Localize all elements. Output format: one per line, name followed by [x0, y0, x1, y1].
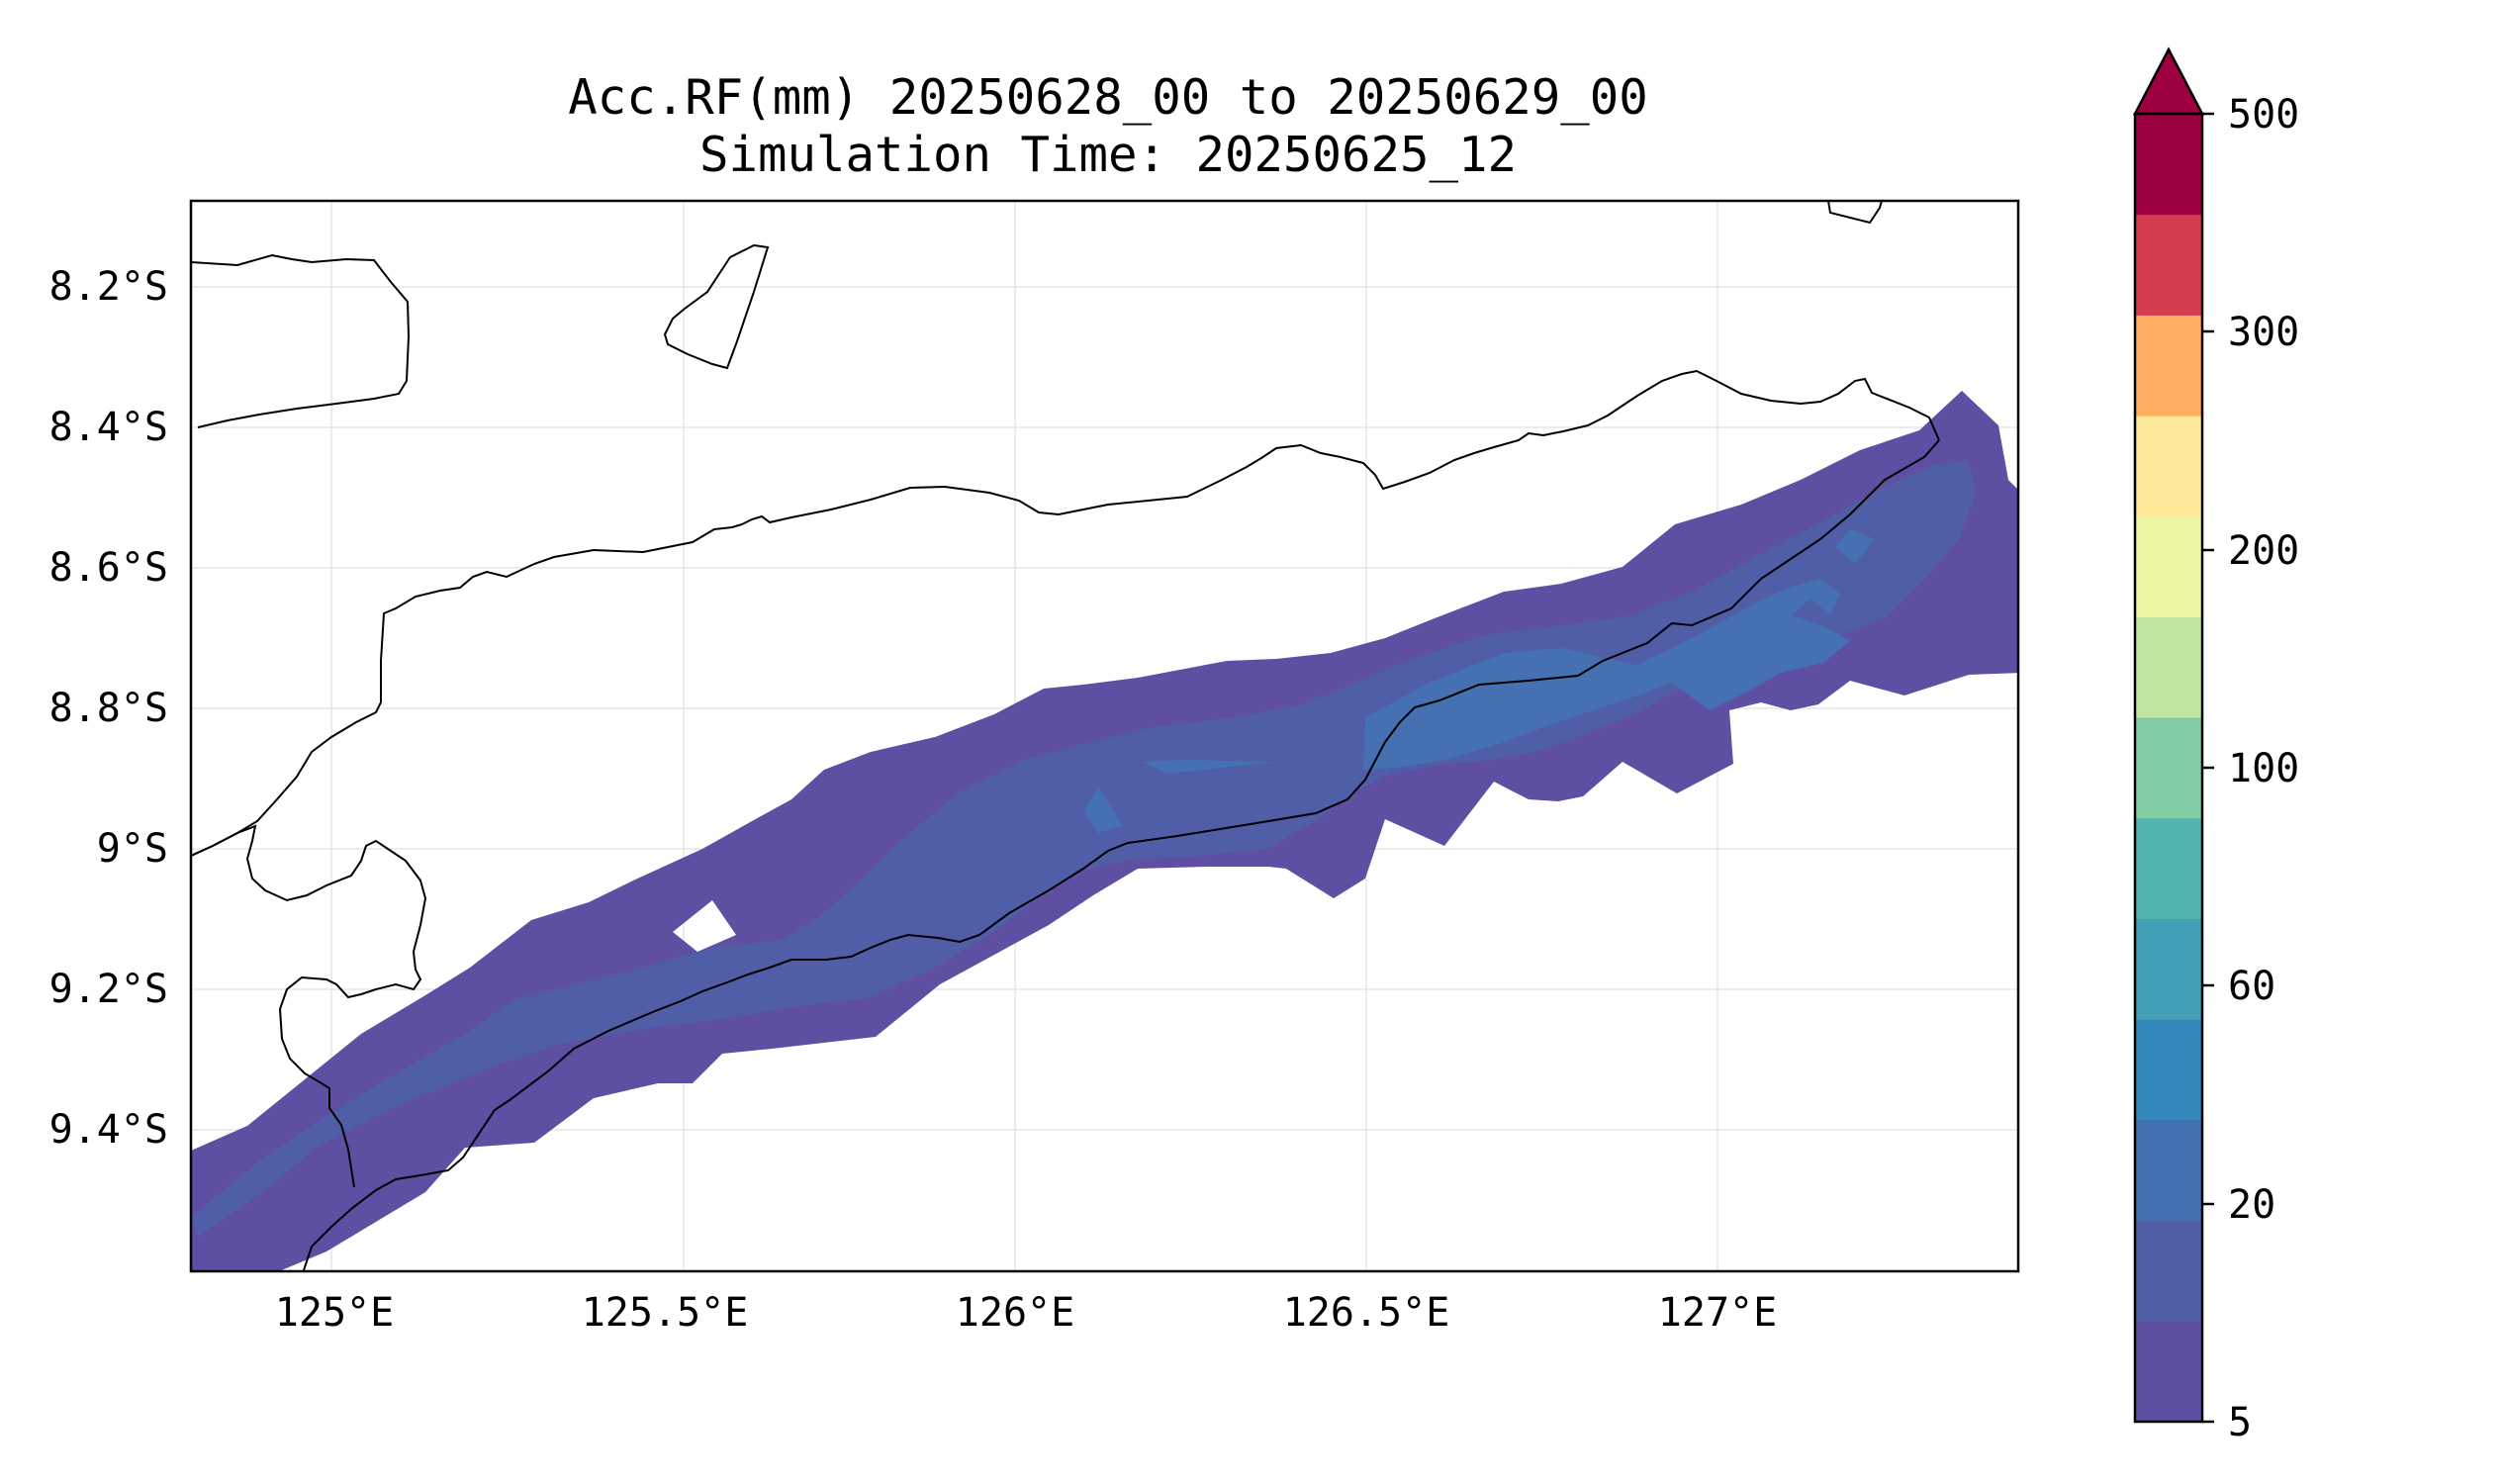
colorbar-bands: [2135, 114, 2202, 1423]
colorbar-band: [2135, 114, 2202, 216]
y-tick-9-4: 9.4°S: [49, 1107, 168, 1153]
colorbar-band: [2135, 1220, 2202, 1322]
colorbar-label-300: 300: [2228, 310, 2299, 355]
x-tick-125-5: 125.5°E: [582, 1290, 749, 1336]
rainfall-contours: [191, 391, 2018, 1271]
colorbar-label-20: 20: [2228, 1182, 2275, 1228]
colorbar-label-100: 100: [2228, 746, 2299, 791]
y-tick-8-6: 8.6°S: [49, 545, 168, 591]
colorbar-band: [2135, 315, 2202, 417]
x-tick-125: 125°E: [275, 1290, 394, 1336]
x-tick-126: 126°E: [956, 1290, 1074, 1336]
coastline-atauro: [663, 243, 770, 370]
x-tick-126-5: 126.5°E: [1283, 1290, 1450, 1336]
border-oecusse: [191, 824, 427, 1188]
map-subtitle: Simulation Time: 20250625_12: [698, 127, 1517, 183]
colorbar-band: [2135, 817, 2202, 920]
colorbar-band: [2135, 1119, 2202, 1222]
colorbar-label-5: 5: [2228, 1400, 2252, 1445]
y-tick-labels: 8.2°S 8.4°S 8.6°S 8.8°S 9°S 9.2°S 9.4°S: [49, 264, 168, 1153]
colorbar: 500 300 200 100 60 20 5: [2132, 46, 2299, 1445]
y-tick-8-4: 8.4°S: [49, 405, 168, 450]
coastline-timor-south: [302, 439, 1940, 1271]
coastline-timor-north: [191, 369, 1940, 857]
colorbar-band: [2135, 214, 2202, 316]
colorbar-label-500: 500: [2228, 92, 2299, 138]
colorbar-extend-triangle: [2132, 46, 2205, 116]
x-tick-127: 127°E: [1658, 1290, 1777, 1336]
colorbar-band: [2135, 1019, 2202, 1121]
y-tick-8-2: 8.2°S: [49, 264, 168, 310]
colorbar-labels: 500 300 200 100 60 20 5: [2228, 92, 2299, 1445]
colorbar-band: [2135, 717, 2202, 819]
colorbar-band: [2135, 1321, 2202, 1423]
colorbar-label-200: 200: [2228, 528, 2299, 574]
coastline-northeast-islet: [1827, 201, 1883, 225]
map-frame: [189, 199, 2020, 1273]
colorbar-label-60: 60: [2228, 964, 2275, 1009]
colorbar-band: [2135, 416, 2202, 517]
x-tick-labels: 125°E 125.5°E 126°E 126.5°E 127°E: [275, 1290, 1777, 1336]
y-tick-8-8: 8.8°S: [49, 686, 168, 731]
colorbar-band: [2135, 918, 2202, 1020]
y-tick-9-2: 9.2°S: [49, 967, 168, 1012]
map-title: Acc.RF(mm) 20250628_00 to 20250629_00: [568, 69, 1648, 126]
coastlines: [191, 201, 1940, 1271]
y-tick-9: 9°S: [97, 826, 168, 872]
rain-contour-high: [1083, 529, 1875, 833]
coastline-north-island: [191, 253, 411, 428]
colorbar-ticks: [2202, 112, 2214, 1424]
colorbar-band: [2135, 515, 2202, 617]
colorbar-band: [2135, 616, 2202, 718]
